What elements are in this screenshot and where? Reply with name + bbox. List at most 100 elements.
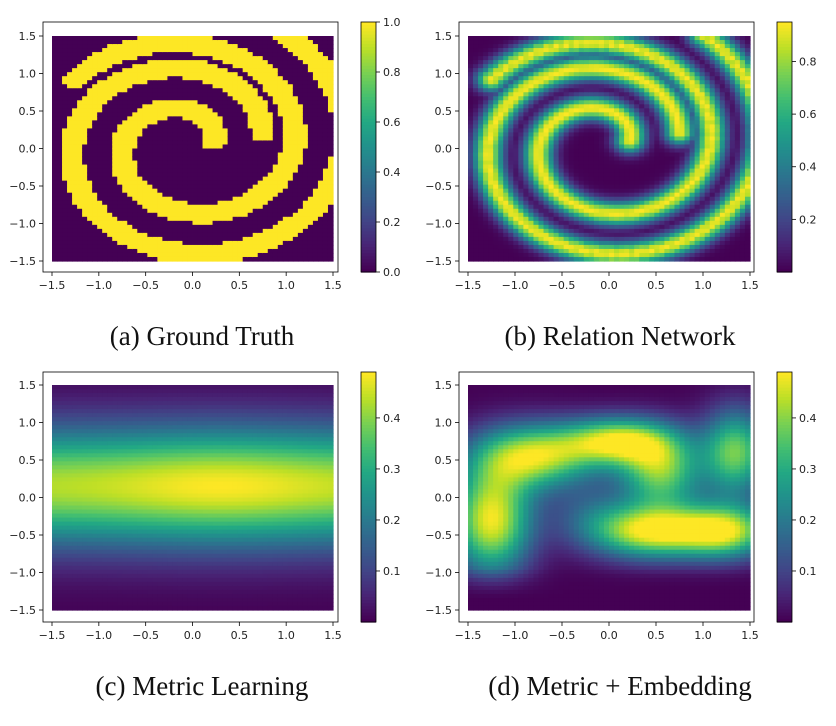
- heatmap-cell: [493, 160, 499, 166]
- heatmap-cell: [232, 196, 239, 202]
- colorbar-band: [361, 81, 376, 86]
- heatmap-cell: [237, 116, 244, 121]
- heatmap-cell: [107, 240, 113, 246]
- heatmap-cell: [488, 72, 494, 77]
- heatmap-cell: [102, 156, 108, 162]
- heatmap-cell: [157, 76, 163, 81]
- heatmap-cell: [122, 180, 128, 186]
- heatmap-cell: [317, 36, 324, 41]
- heatmap-cell: [322, 56, 329, 61]
- heatmap-cell: [207, 104, 214, 109]
- heatmap-cell: [212, 160, 219, 166]
- heatmap-cell: [102, 172, 108, 178]
- heatmap-cell: [277, 104, 284, 109]
- heatmap-cell: [127, 116, 133, 121]
- heatmap-cell: [222, 144, 229, 150]
- heatmap-cell: [478, 220, 484, 226]
- heatmap-cell: [187, 112, 194, 117]
- heatmap-cell: [598, 120, 605, 125]
- heatmap-cell: [212, 180, 219, 186]
- heatmap-cell: [583, 124, 590, 130]
- heatmap-cell: [87, 252, 93, 258]
- heatmap-cell: [593, 60, 600, 65]
- heatmap-cell: [192, 240, 199, 246]
- heatmap-cell: [212, 64, 219, 69]
- x-tick-label: 0.0: [184, 279, 202, 292]
- heatmap-cell: [277, 72, 284, 77]
- heatmap-cell: [593, 164, 600, 170]
- heatmap-cell: [152, 140, 158, 146]
- heatmap-cell: [212, 124, 219, 130]
- heatmap-cell: [192, 68, 199, 73]
- heatmap-cell: [202, 60, 209, 65]
- heatmap-cell: [282, 176, 289, 182]
- heatmap-cell: [207, 56, 214, 61]
- heatmap-cell: [237, 60, 244, 65]
- heatmap-cell: [122, 40, 128, 45]
- heatmap-cell: [302, 168, 309, 174]
- heatmap-cell: [62, 48, 68, 53]
- heatmap-cell: [227, 148, 234, 154]
- heatmap-cell: [478, 104, 484, 109]
- heatmap-cell: [82, 76, 88, 81]
- heatmap-cell: [272, 208, 279, 214]
- heatmap-cell: [573, 100, 580, 105]
- heatmap-cell: [92, 244, 98, 250]
- heatmap-cell: [508, 160, 514, 166]
- heatmap-cell: [232, 220, 239, 226]
- heatmap-cell: [493, 152, 499, 158]
- heatmap-cell: [217, 128, 224, 134]
- heatmap-cell: [287, 136, 294, 142]
- heatmap-cell: [212, 40, 219, 45]
- heatmap-cell: [77, 160, 83, 166]
- heatmap-cell: [167, 208, 174, 214]
- heatmap-cell: [498, 188, 504, 194]
- heatmap-cell: [518, 152, 524, 158]
- heatmap-cell: [619, 40, 625, 45]
- heatmap-cell: [593, 244, 600, 250]
- heatmap-cell: [317, 236, 324, 242]
- heatmap-cell: [97, 124, 103, 130]
- heatmap-cell: [92, 156, 98, 162]
- heatmap-cell: [67, 88, 73, 93]
- heatmap-cell: [488, 68, 494, 73]
- heatmap-cell: [317, 60, 324, 65]
- heatmap-cell: [77, 104, 83, 109]
- heatmap-cell: [317, 232, 324, 238]
- heatmap-cell: [302, 68, 309, 73]
- heatmap-cell: [107, 236, 113, 242]
- heatmap-cell: [162, 108, 169, 113]
- heatmap-cell: [473, 240, 479, 246]
- heatmap-cell: [307, 164, 314, 170]
- heatmap-cell: [513, 72, 519, 77]
- heatmap-cell: [82, 208, 88, 214]
- heatmap-cell: [87, 184, 93, 190]
- heatmap-cell: [478, 168, 484, 174]
- heatmap-cell: [327, 56, 334, 61]
- heatmap-cell: [167, 136, 174, 142]
- heatmap-cell: [287, 144, 294, 150]
- heatmap-cell: [137, 236, 143, 242]
- heatmap-cell: [217, 116, 224, 121]
- heatmap-cell: [614, 208, 620, 214]
- heatmap-cell: [292, 80, 299, 85]
- heatmap-cell: [247, 156, 254, 162]
- heatmap-cell: [87, 204, 93, 210]
- heatmap-cell: [72, 248, 78, 254]
- heatmap-cell: [72, 52, 78, 57]
- heatmap-cell: [578, 172, 585, 178]
- heatmap-cell: [112, 240, 118, 246]
- heatmap-cell: [573, 216, 580, 222]
- heatmap-cell: [272, 76, 279, 81]
- heatmap-cell: [152, 208, 158, 214]
- heatmap-cell: [72, 36, 78, 41]
- heatmap-cell: [107, 216, 113, 222]
- heatmap-cell: [523, 60, 530, 65]
- heatmap-cell: [287, 208, 294, 214]
- heatmap-cell: [257, 228, 264, 234]
- heatmap-cell: [619, 180, 625, 186]
- heatmap-cell: [568, 220, 575, 226]
- heatmap-cell: [588, 56, 595, 61]
- heatmap-cell: [603, 112, 610, 117]
- heatmap-cell: [172, 164, 179, 170]
